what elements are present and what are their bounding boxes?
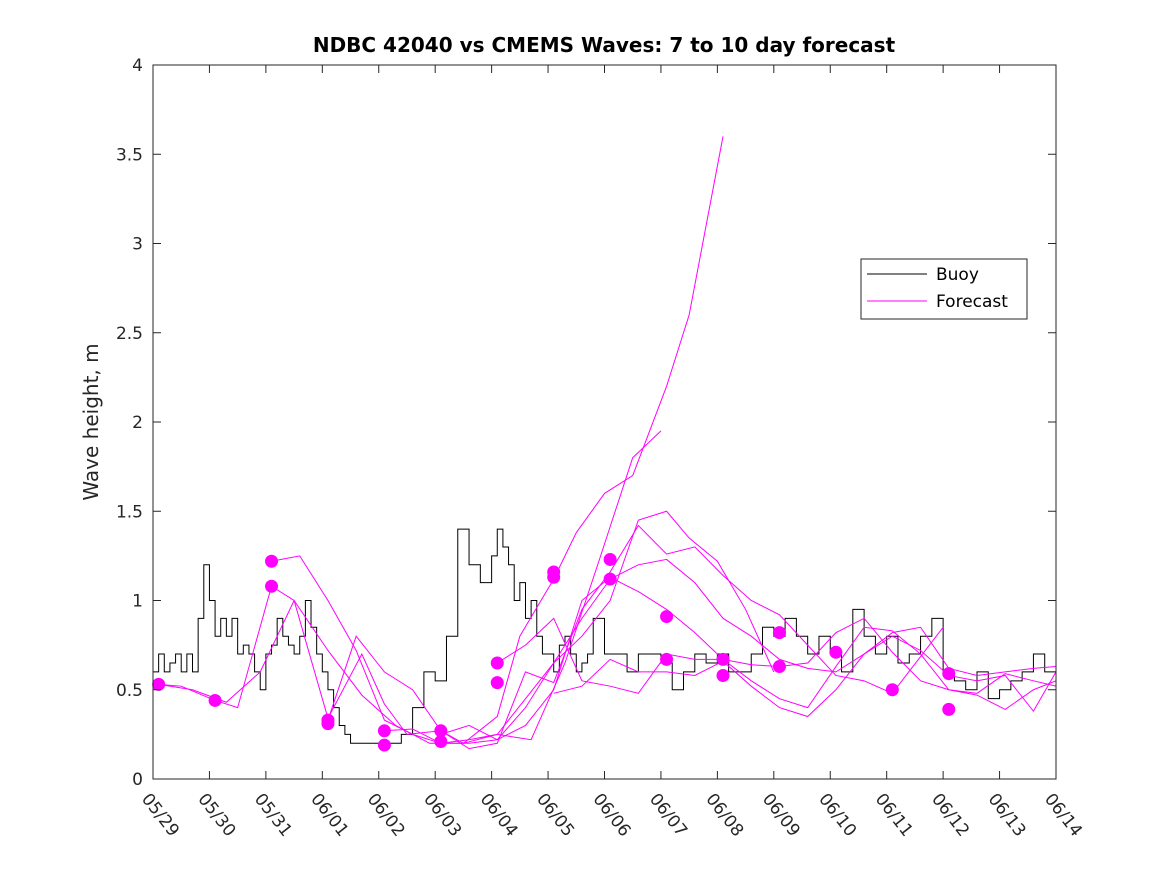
y-axis: 0 0.5 1 1.5 2 2.5 3 3.5 4 [116, 56, 1056, 790]
forecast-start-marker [660, 610, 674, 624]
forecast-start-marker [377, 738, 391, 752]
y-tick-label: 3.5 [116, 145, 143, 165]
legend-forecast-label: Forecast [936, 292, 1008, 312]
legend: Buoy Forecast [860, 258, 1028, 320]
y-tick-label: 3 [132, 235, 143, 255]
y-tick-label: 1 [132, 592, 143, 612]
forecast-start-marker [716, 652, 730, 666]
forecast-start-marker [772, 626, 786, 640]
forecast-start-marker [434, 724, 448, 738]
legend-box [860, 258, 1028, 320]
forecast-start-marker [490, 676, 504, 690]
forecast-start-marker [434, 735, 448, 749]
forecast-start-marker [942, 667, 956, 681]
forecast-start-marker [152, 677, 166, 691]
forecast-series-line-4 [327, 524, 944, 750]
y-tick-label: 2 [132, 413, 143, 433]
forecast-start-marker [772, 660, 786, 674]
forecast-series-line-6 [440, 576, 1056, 741]
forecast-start-marker [603, 572, 617, 586]
chart-title: NDBC 42040 vs CMEMS Waves: 7 to 10 day f… [313, 33, 896, 57]
y-axis-title: Wave height, m [79, 343, 103, 500]
forecast-start-marker [490, 656, 504, 670]
y-tick-label: 1.5 [116, 502, 143, 522]
forecast-start-marker [547, 570, 561, 584]
plot-area [152, 136, 1056, 752]
y-tick-label: 2.5 [116, 324, 143, 344]
forecast-start-marker [321, 717, 335, 731]
forecast-series-line-8 [553, 635, 1056, 718]
forecast-start-marker [716, 668, 730, 682]
forecast-start-marker [265, 554, 279, 568]
y-tick-label: 0 [132, 770, 143, 790]
forecast-series-line-3 [271, 510, 775, 744]
forecast-start-marker [942, 702, 956, 716]
forecast-start-marker [208, 693, 222, 707]
forecast-start-marker [265, 579, 279, 593]
forecast-start-marker [829, 645, 843, 659]
forecast-start-marker [377, 724, 391, 738]
y-tick-label: 0.5 [116, 681, 143, 701]
y-tick-label: 4 [132, 56, 143, 76]
forecast-start-marker [603, 552, 617, 566]
legend-buoy-label: Buoy [936, 265, 979, 285]
forecast-start-marker [885, 683, 899, 697]
forecast-start-marker [660, 652, 674, 666]
marker-layer [152, 552, 956, 752]
